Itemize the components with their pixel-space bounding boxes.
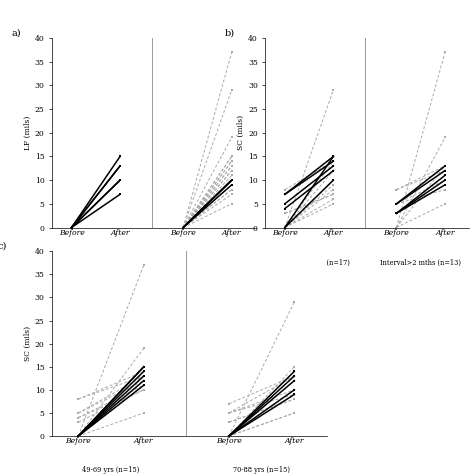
Text: Facial palsy (n=24): Facial palsy (n=24) (175, 258, 240, 266)
Text: a): a) (11, 28, 21, 37)
Text: 70-88 yrs (n=15): 70-88 yrs (n=15) (233, 466, 290, 474)
Y-axis label: SC (mils): SC (mils) (237, 115, 245, 150)
Text: c): c) (0, 242, 7, 251)
Text: Interval>2 mths (n=13): Interval>2 mths (n=13) (380, 258, 461, 266)
Text: No facial palsy (n=6): No facial palsy (n=6) (60, 258, 131, 266)
Text: 49-69 yrs (n=15): 49-69 yrs (n=15) (82, 466, 140, 474)
Y-axis label: SC (mils): SC (mils) (24, 326, 32, 361)
Y-axis label: LF (mils): LF (mils) (24, 116, 32, 150)
Text: Interval<2 mths (n=17): Interval<2 mths (n=17) (269, 258, 349, 266)
Text: b): b) (225, 28, 235, 37)
